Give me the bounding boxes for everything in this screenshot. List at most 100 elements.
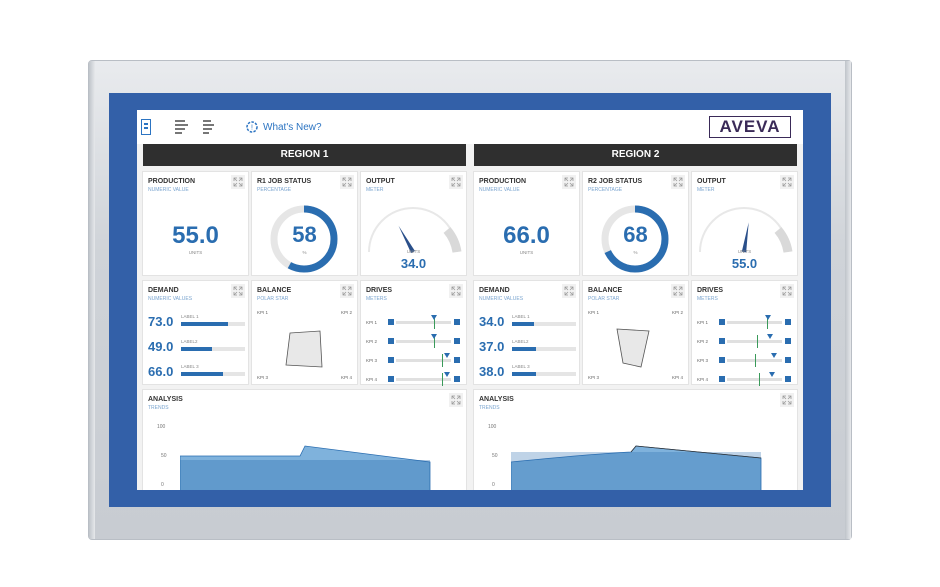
drive-max-marker <box>785 319 791 325</box>
demand-value: 73.0 <box>148 314 174 329</box>
drives-tile-2-title: DRIVES <box>697 287 724 294</box>
analysis-tile-1: ANALYSIS TRENDS 100 50 0 <box>143 390 466 490</box>
expand-icon[interactable] <box>671 175 685 189</box>
expand-icon[interactable] <box>340 175 354 189</box>
drive-max-marker <box>454 357 460 363</box>
drive-label: KPI 4 <box>366 377 378 382</box>
demand-label: LABEL2 <box>512 339 529 344</box>
demand-label: LABEL 3 <box>181 364 199 369</box>
panel-toggle-icon[interactable] <box>141 119 151 135</box>
expand-icon[interactable] <box>562 284 576 298</box>
expand-icon[interactable] <box>449 175 463 189</box>
drives-tile-1: DRIVES METERS KPI 1 KPI 2 KPI 3 KPI 4 <box>361 281 466 386</box>
expand-icon[interactable] <box>231 284 245 298</box>
analysis-title: ANALYSIS <box>479 396 514 403</box>
balance-kpi-label: KPI 4 <box>671 375 683 380</box>
demand-tile-2-title: DEMAND <box>479 287 510 294</box>
drive-track <box>396 372 451 386</box>
balance-tile-2-subtitle: POLAR STAR <box>588 296 620 302</box>
drive-setpoint <box>442 354 443 367</box>
drive-row: KPI 1 <box>697 315 792 329</box>
production-tile-2-title: PRODUCTION <box>479 178 527 185</box>
drive-pointer <box>765 315 771 320</box>
drive-pointer <box>767 334 773 339</box>
bezel-left-edge <box>89 61 95 539</box>
job-status-value: 68 <box>623 222 648 247</box>
production-tile-1-subtitle: NUMERIC VALUE <box>148 187 189 193</box>
drive-track <box>396 315 451 329</box>
output-tile-1-title: OUTPUT <box>366 178 395 185</box>
expand-icon[interactable] <box>231 175 245 189</box>
demand-tile-1-subtitle: NUMERIC VALUES <box>148 296 193 302</box>
gear-icon: ! <box>246 121 258 133</box>
drive-setpoint <box>767 316 768 329</box>
production-tile-1-title: PRODUCTION <box>148 178 196 185</box>
expand-icon[interactable] <box>671 284 685 298</box>
job-status-tile-1-title: R1 JOB STATUS <box>257 178 312 185</box>
balance-kpi-label: KPI 2 <box>671 310 683 315</box>
trend-series-1 <box>180 445 431 490</box>
drive-row: KPI 3 <box>366 353 461 367</box>
demand-label: LABEL2 <box>181 339 198 344</box>
trend-chart <box>511 445 762 490</box>
align-left-icon[interactable] <box>175 119 189 135</box>
demand-bar-track <box>181 322 245 326</box>
analysis-y-tick: 0 <box>161 482 164 488</box>
analysis-y-tick: 50 <box>161 453 167 459</box>
production-units: UNITS <box>188 250 203 255</box>
demand-bar-track <box>512 347 576 351</box>
drive-row: KPI 1 <box>366 315 461 329</box>
expand-icon[interactable] <box>780 175 794 189</box>
expand-icon[interactable] <box>780 393 794 407</box>
drive-min-marker <box>388 376 394 382</box>
drives-tile-1-subtitle: METERS <box>366 296 387 302</box>
drive-min-marker <box>719 357 725 363</box>
drive-label: KPI 3 <box>366 358 378 363</box>
balance-tile-2-title: BALANCE <box>588 287 623 294</box>
drive-min-marker <box>719 338 725 344</box>
meter-zone <box>443 227 462 253</box>
expand-icon[interactable] <box>562 175 576 189</box>
trend-series-3 <box>630 445 762 459</box>
balance-kpi-label: KPI 3 <box>588 375 600 380</box>
job-status-tile-1-subtitle: PERCENTAGE <box>257 187 292 193</box>
analysis-y-tick: 50 <box>492 453 498 459</box>
drive-pointer <box>431 334 437 339</box>
drive-setpoint <box>757 335 758 348</box>
bezel-right-edge <box>845 61 851 539</box>
drive-setpoint <box>442 373 443 386</box>
job-status-value: 58 <box>292 222 317 247</box>
drive-label: KPI 2 <box>697 339 709 344</box>
expand-icon[interactable] <box>449 393 463 407</box>
expand-icon[interactable] <box>340 284 354 298</box>
drives-tile-2: DRIVES METERS KPI 1 KPI 2 KPI 3 KPI 4 <box>692 281 797 386</box>
balance-kpi-label: KPI 4 <box>340 375 352 380</box>
drives-tile-2-subtitle: METERS <box>697 296 718 302</box>
job-status-unit: % <box>302 250 307 255</box>
demand-row: 66.0 LABEL 3 <box>148 364 248 380</box>
job-status-tile-2: R2 JOB STATUS PERCENTAGE 68% <box>583 172 688 275</box>
demand-value: 38.0 <box>479 364 505 379</box>
expand-icon[interactable] <box>780 284 794 298</box>
polar-star-chart <box>285 330 323 368</box>
whats-new-link[interactable]: ! What's New? <box>245 120 322 134</box>
balance-kpi-label: KPI 3 <box>257 375 269 380</box>
demand-tile-1: DEMAND NUMERIC VALUES 73.0 LABEL 1 49.0 LABEL… <box>143 281 248 384</box>
balance-tile-1: BALANCE POLAR STAR KPI 1 KPI 2 KPI 3 KPI 4 <box>252 281 357 384</box>
output-units: UNITS <box>406 249 421 254</box>
production-tile-2: PRODUCTION NUMERIC VALUE 66.0 UNITS <box>474 172 579 275</box>
expand-icon[interactable] <box>449 284 463 298</box>
aveva-logo: AVEVA <box>709 116 791 138</box>
trend-series-2 <box>511 452 761 490</box>
drives-tile-1-title: DRIVES <box>366 287 393 294</box>
output-tile-2-title: OUTPUT <box>697 178 726 185</box>
analysis-y-tick: 100 <box>157 424 166 430</box>
drive-max-marker <box>785 338 791 344</box>
analysis-y-tick: 100 <box>488 424 497 430</box>
toolbar: ! What's New? AVEVA <box>137 110 803 144</box>
polar-shape <box>616 328 650 368</box>
align-justify-icon[interactable] <box>203 119 215 135</box>
demand-tile-1-title: DEMAND <box>148 287 179 294</box>
demand-bar-fill <box>181 347 213 351</box>
output-value: 34.0 <box>400 256 427 271</box>
